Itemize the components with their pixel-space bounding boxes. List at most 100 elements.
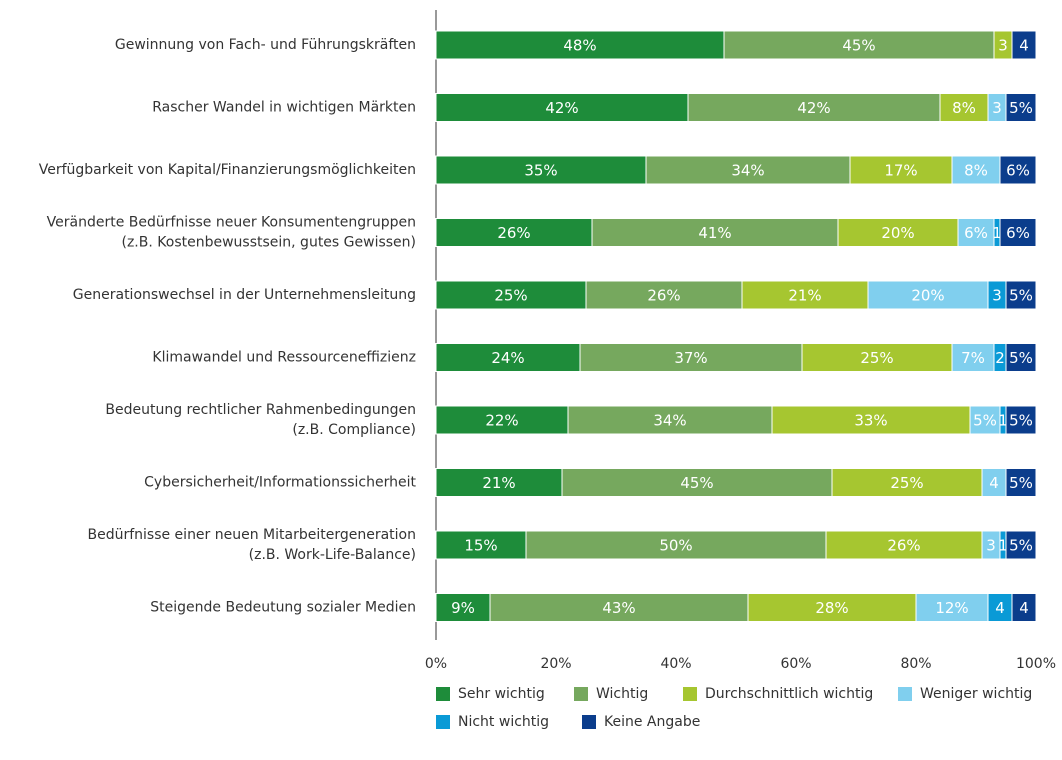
category-label: Klimawandel und Ressourceneffizienz xyxy=(152,350,416,366)
legend-swatch xyxy=(436,687,450,701)
value-label: 34% xyxy=(653,412,686,430)
value-label: 45% xyxy=(842,37,875,55)
legend-label: Durchschnittlich wichtig xyxy=(705,686,873,702)
value-label: 43% xyxy=(602,599,635,617)
value-label: 12% xyxy=(935,599,968,617)
bar-segment xyxy=(723,30,995,60)
bar-segment xyxy=(1005,93,1037,122)
bar-segment xyxy=(747,593,917,622)
bar-segment xyxy=(561,468,833,497)
legend-label: Sehr wichtig xyxy=(458,686,545,702)
value-label: 28% xyxy=(815,599,848,617)
value-label: 3 xyxy=(992,99,1002,117)
value-label: 5% xyxy=(1009,474,1033,492)
value-label: 48% xyxy=(563,37,596,55)
legend-label: Nicht wichtig xyxy=(458,714,549,730)
value-label: 5% xyxy=(1009,349,1033,367)
value-label: 25% xyxy=(860,349,893,367)
category-label: Gewinnung von Fach- und Führungskräften xyxy=(115,37,416,53)
bar-segment xyxy=(1011,30,1037,60)
bar-segment xyxy=(1005,530,1037,560)
bar-segment xyxy=(1005,468,1037,497)
value-label: 42% xyxy=(545,99,578,117)
bar-segment xyxy=(951,155,1001,185)
value-label: 33% xyxy=(854,412,887,430)
bar-segment xyxy=(591,218,839,247)
value-label: 8% xyxy=(964,162,988,180)
bar-segment xyxy=(981,468,1007,497)
legend-swatch xyxy=(683,687,697,701)
bar-segment xyxy=(645,155,851,185)
bar-segment xyxy=(585,280,743,310)
bar-segment xyxy=(825,530,983,560)
value-label: 50% xyxy=(659,537,692,555)
value-label: 7% xyxy=(961,349,985,367)
value-label: 1 xyxy=(992,224,1002,242)
value-label: 17% xyxy=(884,162,917,180)
bar-segment xyxy=(1005,405,1037,435)
bar-segment xyxy=(915,593,989,622)
category-label: Veränderte Bedürfnisse neuer Konsumenten… xyxy=(47,215,416,251)
value-label: 5% xyxy=(1009,537,1033,555)
value-label: 24% xyxy=(491,349,524,367)
bar-segment xyxy=(1005,280,1037,310)
category-label: Verfügbarkeit von Kapital/Finanzierungsm… xyxy=(39,162,416,178)
category-label: Bedeutung rechtlicher Rahmenbedingungen(… xyxy=(105,402,416,438)
bar-segment xyxy=(951,343,995,372)
legend-swatch xyxy=(898,687,912,701)
bar-segment xyxy=(435,280,587,310)
legend-swatch xyxy=(574,687,588,701)
value-label: 15% xyxy=(464,537,497,555)
value-label: 3 xyxy=(998,37,1008,55)
value-label: 26% xyxy=(497,224,530,242)
value-label: 21% xyxy=(788,287,821,305)
legend-swatch xyxy=(582,715,596,729)
value-label: 4 xyxy=(1019,37,1029,55)
x-tick-label: 80% xyxy=(900,656,931,672)
bar-segment xyxy=(525,530,827,560)
value-label: 25% xyxy=(890,474,923,492)
value-label: 9% xyxy=(451,599,475,617)
value-label: 22% xyxy=(485,412,518,430)
value-label: 1 xyxy=(998,412,1008,430)
bar-segment xyxy=(957,218,995,247)
value-label: 26% xyxy=(887,537,920,555)
bar-segment xyxy=(435,593,491,622)
bar-segment xyxy=(1011,593,1037,622)
value-label: 4 xyxy=(989,474,999,492)
bar-segment xyxy=(999,218,1037,247)
category-label: Generationswechsel in der Unternehmensle… xyxy=(73,287,416,303)
x-tick-label: 100% xyxy=(1016,656,1056,672)
value-label: 1 xyxy=(998,537,1008,555)
category-label: Steigende Bedeutung sozialer Medien xyxy=(150,600,416,616)
value-label: 3 xyxy=(986,537,996,555)
value-label: 5% xyxy=(1009,412,1033,430)
value-label: 21% xyxy=(482,474,515,492)
value-label: 8% xyxy=(952,99,976,117)
bar-segment xyxy=(939,93,989,122)
bar-segment xyxy=(435,93,689,122)
value-label: 26% xyxy=(647,287,680,305)
value-label: 42% xyxy=(797,99,830,117)
bar-segment xyxy=(435,218,593,247)
value-label: 35% xyxy=(524,162,557,180)
bar-segment xyxy=(579,343,803,372)
bar-segment xyxy=(771,405,971,435)
bar-segment xyxy=(831,468,983,497)
legend-label: Weniger wichtig xyxy=(920,686,1032,702)
legend-label: Wichtig xyxy=(596,686,648,702)
bar-segment xyxy=(999,155,1037,185)
x-tick-label: 60% xyxy=(780,656,811,672)
value-label: 5% xyxy=(1009,99,1033,117)
x-tick-label: 20% xyxy=(540,656,571,672)
value-label: 25% xyxy=(494,287,527,305)
value-label: 20% xyxy=(881,224,914,242)
category-label: Cybersicherheit/Informationssicherheit xyxy=(144,475,416,491)
value-label: 41% xyxy=(698,224,731,242)
legend-swatch xyxy=(436,715,450,729)
value-label: 4 xyxy=(995,599,1005,617)
value-label: 6% xyxy=(964,224,988,242)
value-label: 34% xyxy=(731,162,764,180)
bar-segment xyxy=(867,280,989,310)
